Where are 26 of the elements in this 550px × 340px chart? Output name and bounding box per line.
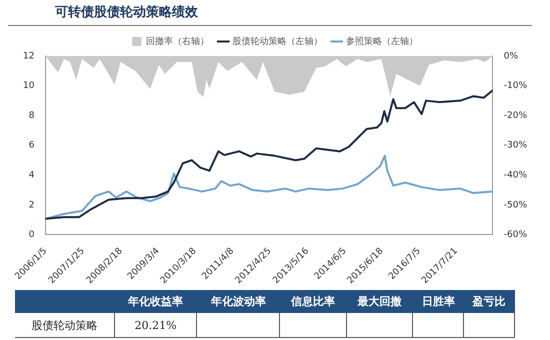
y2-tick-label: -60% (504, 230, 528, 240)
y-tick-label: 0 (28, 230, 35, 240)
y-tick-label: 2 (28, 200, 34, 210)
legend-label: 参照策略（左轴） (346, 36, 418, 47)
chart-title: 可转债股债轮动策略绩效 (55, 4, 198, 21)
y2-tick-label: -40% (504, 170, 528, 180)
legend-label: 股债轮动策略（左轴） (232, 36, 322, 47)
y2-tick-label: -20% (504, 110, 528, 121)
text: 20.21% (114, 313, 197, 338)
text: 年化波动率 (196, 290, 280, 313)
y2-tick-label: -10% (504, 81, 528, 92)
y-tick-label: 10 (23, 81, 35, 92)
y-tick-label: 8 (28, 110, 35, 121)
y2-tick-label: 0% (504, 51, 518, 62)
y2-tick-label: -50% (504, 200, 528, 210)
text: 日胜率 (412, 290, 464, 313)
text: 信息比率 (280, 290, 346, 313)
text: 最大回撤 (346, 290, 413, 313)
y-tick-label: 6 (28, 140, 35, 151)
y2-tick-label: -30% (504, 140, 528, 151)
y-tick-label: 12 (23, 51, 34, 62)
legend-label: 回撤率（右轴） (146, 36, 209, 47)
text: 股债轮动策略 (15, 313, 114, 338)
text: 年化收益率 (114, 290, 197, 313)
y-tick-label: 4 (28, 170, 35, 180)
text: 盈亏比 (464, 290, 514, 313)
